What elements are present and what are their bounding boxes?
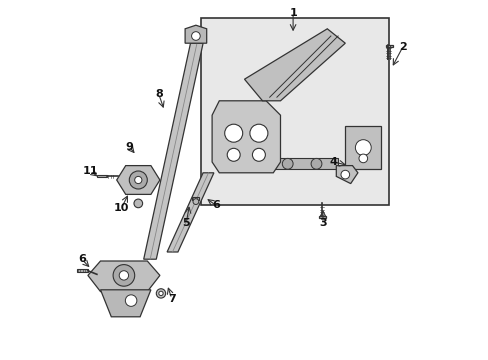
Polygon shape [244,29,345,101]
Circle shape [224,124,242,142]
Circle shape [125,295,137,306]
Polygon shape [97,175,107,177]
Circle shape [249,124,267,142]
Polygon shape [185,25,206,43]
Text: 8: 8 [155,89,163,99]
Polygon shape [345,126,381,169]
Polygon shape [143,43,203,259]
Polygon shape [336,166,357,184]
Circle shape [191,32,200,40]
Polygon shape [101,290,151,317]
Bar [201,18,387,205]
Circle shape [134,176,142,184]
Circle shape [282,158,292,169]
Polygon shape [385,45,392,47]
Polygon shape [77,269,88,272]
Polygon shape [192,197,199,200]
Circle shape [134,199,142,208]
Text: 9: 9 [125,142,133,152]
Polygon shape [318,216,325,218]
Circle shape [252,148,265,161]
Circle shape [358,154,367,163]
Polygon shape [212,101,280,173]
Circle shape [355,140,370,156]
Polygon shape [167,173,213,252]
Circle shape [159,291,163,296]
Polygon shape [117,166,160,194]
Circle shape [193,199,199,204]
Circle shape [340,170,349,179]
Circle shape [113,265,134,286]
Polygon shape [265,158,337,169]
Text: 7: 7 [167,294,175,304]
Text: 4: 4 [329,157,337,167]
Circle shape [129,171,147,189]
Text: 5: 5 [182,218,190,228]
Text: 11: 11 [82,166,98,176]
Polygon shape [88,261,160,292]
Text: 6: 6 [211,200,219,210]
Circle shape [156,289,165,298]
Circle shape [310,158,321,169]
Circle shape [227,148,240,161]
Text: 1: 1 [288,8,296,18]
Text: 3: 3 [319,218,326,228]
Text: 10: 10 [113,203,129,213]
Text: 6: 6 [78,254,85,264]
Text: 2: 2 [398,42,406,52]
Circle shape [119,271,128,280]
